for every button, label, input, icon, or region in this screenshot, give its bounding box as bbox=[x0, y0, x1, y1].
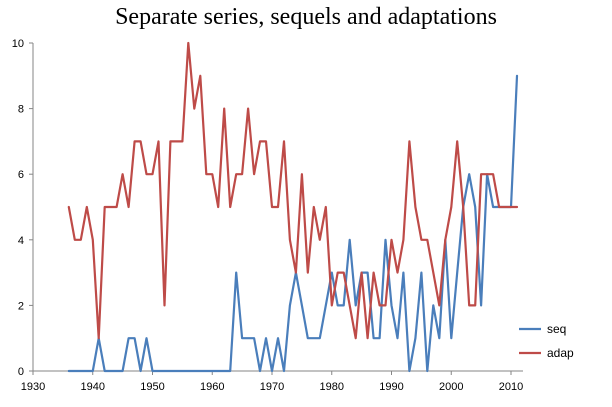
x-tick-label: 1950 bbox=[140, 381, 164, 393]
y-tick-label: 6 bbox=[18, 169, 24, 181]
x-tick-label: 1990 bbox=[379, 381, 403, 393]
y-tick-label: 10 bbox=[12, 38, 24, 50]
series-line-seq bbox=[67, 74, 519, 373]
x-tick-label: 1980 bbox=[320, 381, 344, 393]
x-tick-label: 1940 bbox=[81, 381, 105, 393]
x-tick-label: 2000 bbox=[439, 381, 463, 393]
legend: seq adap bbox=[519, 322, 574, 360]
legend-label-adap: adap bbox=[547, 346, 574, 360]
x-tick-label: 1960 bbox=[200, 381, 224, 393]
y-tick-label: 0 bbox=[18, 366, 24, 378]
x-tick-label: 1970 bbox=[260, 381, 284, 393]
x-tick-label: 1930 bbox=[21, 381, 45, 393]
y-tick-label: 2 bbox=[18, 300, 24, 312]
y-tick-label: 4 bbox=[18, 235, 24, 247]
axes bbox=[29, 42, 523, 375]
y-tick-label: 8 bbox=[18, 104, 24, 116]
chart-title: Separate series, sequels and adaptations bbox=[115, 4, 497, 30]
plot-area bbox=[67, 41, 519, 373]
tick-labels: 0 2 4 6 8 10 1930 1940 1950 1960 1970 1980 1990 2000 2… bbox=[12, 38, 523, 393]
legend-label-seq: seq bbox=[547, 322, 566, 336]
x-tick-label: 2010 bbox=[499, 381, 523, 393]
series-line-adap bbox=[67, 41, 519, 340]
